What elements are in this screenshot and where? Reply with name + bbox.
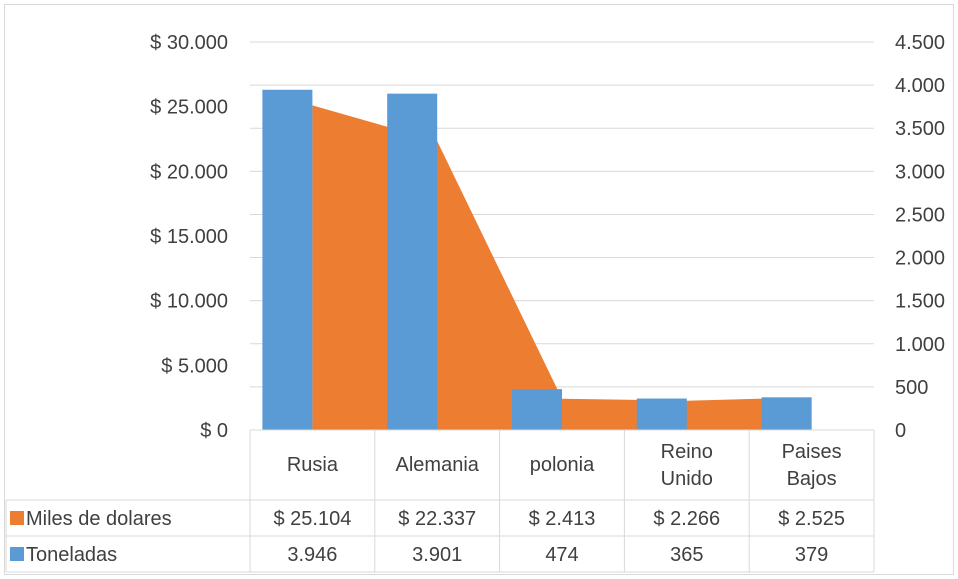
bar-series	[262, 89, 812, 431]
y-right-tick-label: 0	[895, 420, 906, 442]
bar-toneladas	[387, 93, 438, 431]
y-right-tick-label: 3.000	[895, 161, 945, 183]
x-tick-label: Alemania	[396, 454, 480, 476]
bar-toneladas	[761, 397, 812, 430]
data-label: $ 2.525	[778, 508, 845, 530]
data-label: 3.901	[412, 544, 462, 566]
y-left-tick-label: $ 25.000	[150, 97, 228, 119]
bar-toneladas	[636, 398, 687, 430]
legend-label: Miles de dolares	[26, 508, 172, 530]
data-label: $ 25.104	[273, 508, 351, 530]
y-left-tick-label: $ 0	[200, 420, 228, 442]
legend-key	[10, 547, 24, 561]
y-left-tick-label: $ 15.000	[150, 226, 228, 248]
x-tick-label: Rusia	[287, 454, 339, 476]
x-tick-label: Reino	[661, 441, 713, 463]
data-label: $ 2.413	[529, 508, 596, 530]
y-left-tick-label: $ 20.000	[150, 161, 228, 183]
y-left-tick-label: $ 30.000	[150, 32, 228, 54]
y-right-tick-label: 500	[895, 377, 928, 399]
x-tick-label: Bajos	[787, 468, 837, 490]
bar-toneladas	[262, 89, 313, 430]
data-label: 474	[545, 544, 578, 566]
data-label: $ 22.337	[398, 508, 476, 530]
data-label: 379	[795, 544, 828, 566]
chart-frame	[4, 4, 954, 575]
y-right-tick-label: 2.000	[895, 248, 945, 270]
data-label: 3.946	[287, 544, 337, 566]
bar-toneladas	[512, 389, 562, 430]
data-label: $ 2.266	[653, 508, 720, 530]
data-table: Rusia Alemania polonia Reino Unido Paises Bajo…	[5, 429, 875, 573]
y-left-tick-label: $ 10.000	[150, 291, 228, 313]
data-label: 365	[670, 544, 703, 566]
legend-key	[10, 511, 24, 525]
y-right-tick-label: 3.500	[895, 118, 945, 140]
y-right-tick-label: 4.000	[895, 75, 945, 97]
y-right-tick-label: 4.500	[895, 32, 945, 54]
x-tick-label: polonia	[530, 454, 595, 476]
y-right-tick-label: 1.000	[895, 334, 945, 356]
y-left-tick-label: $ 5.000	[161, 355, 228, 377]
legend-label: Toneladas	[26, 544, 117, 566]
y-right-tick-label: 2.500	[895, 204, 945, 226]
y-right-tick-label: 1.500	[895, 291, 945, 313]
axes: 0 500 1.000 1.500 2.000 2.500 3.000 3.500 4.000 4…	[150, 32, 945, 442]
x-tick-label: Unido	[661, 468, 713, 490]
x-tick-label: Paises	[782, 441, 842, 463]
